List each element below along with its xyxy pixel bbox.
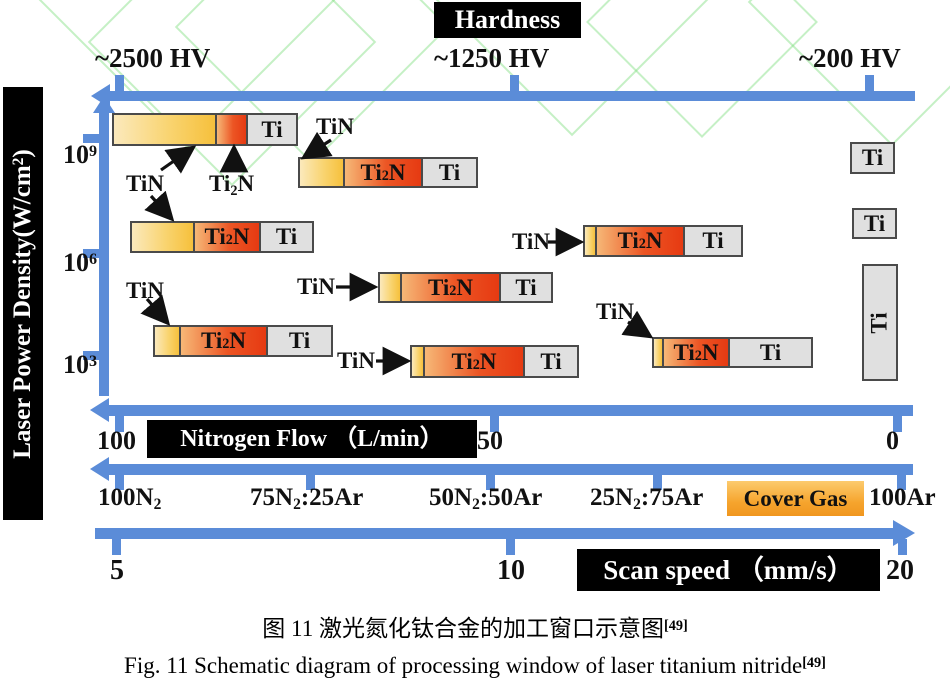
tin-zone	[112, 113, 217, 146]
scan-tick-label-20: 20	[886, 555, 914, 586]
tin-callout-label: TiN	[596, 299, 634, 324]
nitrogen-axis-arrow-left-icon	[90, 398, 109, 422]
cover-gas-tick-label-100ar: 100Ar	[869, 484, 936, 511]
ti-zone: Ti	[499, 272, 553, 303]
caption-english: Fig. 11 Schematic diagram of processing …	[124, 653, 826, 678]
power-axis-title-bar: Laser Power Density(W/cm2)	[3, 87, 43, 520]
hardness-tick-label-2500: ~2500 HV	[95, 43, 211, 73]
scan-axis-arrow-right-icon	[893, 520, 915, 546]
tin-callout-label: TiN	[126, 171, 164, 196]
cover-gas-axis-arrow-left-icon	[90, 457, 109, 481]
power-tick	[83, 134, 100, 143]
process-bar-h: Ti 2 N Ti	[652, 337, 813, 368]
cover-gas-tick	[306, 475, 315, 490]
process-bar-f: Ti 2 N Ti	[153, 325, 333, 357]
ti2n-zone: Ti 2 N	[400, 272, 501, 303]
nitrogen-tick-label-0: 0	[886, 426, 899, 455]
tin-callout-label: TiN	[297, 274, 335, 299]
ti-zone: Ti	[421, 157, 478, 188]
process-bar-e: Ti 2 N Ti	[378, 272, 553, 303]
tin-zone	[130, 221, 195, 253]
ti2n-zone: Ti 2 N	[343, 157, 423, 188]
hardness-tick-label-200: ~200 HV	[799, 43, 901, 73]
ti-box: Ti	[852, 208, 897, 239]
ti-zone: Ti	[259, 221, 314, 253]
cover-gas-tick-label-75n2: 75N2:25Ar	[250, 484, 364, 514]
scan-tick	[112, 539, 121, 555]
cover-gas-tick	[115, 475, 124, 490]
ti-zone: Ti	[266, 325, 333, 357]
nitrogen-tick	[115, 416, 124, 432]
power-tick	[83, 351, 100, 360]
process-bar-b: Ti 2 N Ti	[298, 157, 478, 188]
power-tick-label-1e9: 109	[62, 140, 97, 169]
scan-tick-label-5: 5	[110, 555, 124, 586]
cover-gas-legend: Cover Gas	[727, 481, 864, 516]
nitrogen-axis-line	[107, 405, 913, 416]
ti-zone: Ti	[523, 345, 579, 378]
cover-gas-tick-label-50n2: 50N2:50Ar	[429, 484, 543, 514]
process-bar-g: Ti 2 N Ti	[410, 345, 579, 378]
nitrogen-tick	[490, 416, 499, 432]
cover-gas-tick-label-100n2: 100N2	[98, 484, 162, 514]
nitrogen-tick-label-100: 100	[97, 426, 136, 455]
cover-gas-axis-line	[107, 464, 913, 475]
scan-tick	[506, 539, 515, 555]
hardness-tick-label-1250: ~1250 HV	[434, 43, 550, 73]
tin-callout-label: TiN	[126, 278, 164, 303]
power-axis-line	[99, 112, 109, 396]
ti-box: Ti	[850, 142, 895, 174]
process-bar-a: Ti	[112, 113, 298, 146]
hardness-tick	[865, 75, 874, 92]
power-tick	[83, 249, 100, 258]
tin-callout-label: TiN	[316, 114, 354, 139]
scan-tick	[898, 539, 907, 555]
process-bar-c: Ti 2 N Ti	[130, 221, 314, 253]
power-axis-arrow-up-icon	[93, 96, 115, 113]
cover-gas-tick-label-25n2: 25N2:75Ar	[590, 484, 704, 514]
ti-box-vertical: Ti	[862, 264, 898, 381]
ti2n-zone: Ti 2 N	[193, 221, 261, 253]
scan-axis-title: Scan speed （mm/s）	[577, 549, 880, 591]
cover-gas-tick	[897, 475, 906, 490]
ti-zone: Ti	[246, 113, 298, 146]
ti-zone: Ti	[728, 337, 813, 368]
cover-gas-tick	[486, 475, 495, 490]
nitrogen-tick-label-50: 50	[477, 426, 503, 455]
tin-callout-label: TiN	[337, 348, 375, 373]
process-bar-d: Ti 2 N Ti	[583, 225, 743, 257]
tin-zone	[378, 272, 402, 303]
scan-tick-label-10: 10	[497, 555, 525, 586]
scan-axis-line	[95, 528, 895, 539]
ti2n-zone: Ti 2 N	[179, 325, 268, 357]
nitrogen-tick	[893, 416, 902, 432]
ti2n-callout-label: Ti2N	[209, 171, 255, 199]
hardness-axis-line	[107, 91, 915, 101]
ti2n-zone: Ti 2 N	[662, 337, 730, 368]
power-axis-title: Laser Power Density(W/cm2)	[9, 148, 36, 459]
ti2n-zone	[215, 113, 248, 146]
power-tick-label-1e6: 106	[62, 248, 97, 277]
tin-zone	[153, 325, 181, 357]
tin-callout-label: TiN	[512, 229, 550, 254]
ti2n-zone: Ti 2 N	[423, 345, 525, 378]
ti2n-zone: Ti 2 N	[595, 225, 685, 257]
cover-gas-tick	[653, 475, 662, 490]
hardness-tick	[115, 75, 124, 92]
ti-zone: Ti	[683, 225, 743, 257]
caption-chinese: 图 11 激光氮化钛合金的加工窗口示意图[49]	[262, 616, 688, 641]
hardness-tick	[510, 75, 519, 92]
power-tick-label-1e3: 103	[62, 350, 97, 379]
nitrogen-axis-title: Nitrogen Flow （L/min）	[147, 420, 477, 458]
tin-zone	[298, 157, 345, 188]
ti-box-vertical-label: Ti	[866, 311, 892, 334]
hardness-axis-title: Hardness	[434, 2, 581, 38]
